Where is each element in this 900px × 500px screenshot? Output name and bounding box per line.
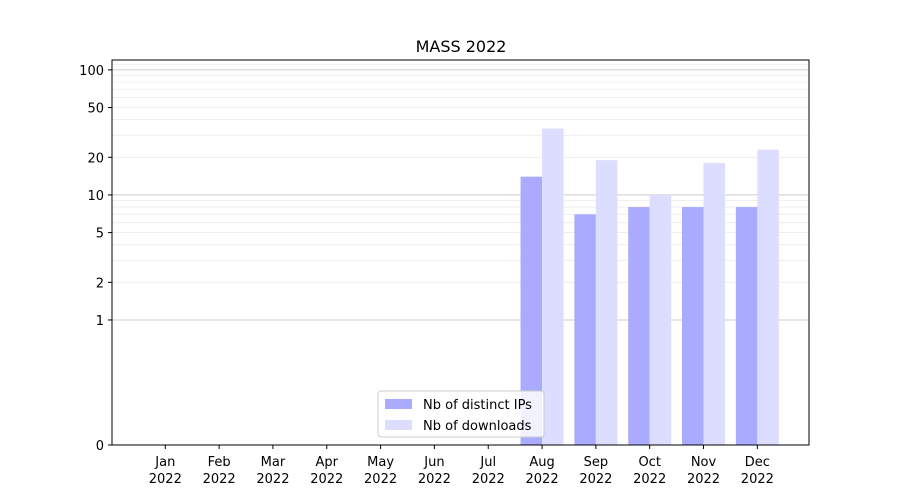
x-tick-label-month: Nov bbox=[691, 455, 717, 470]
chart-title: MASS 2022 bbox=[416, 37, 507, 56]
y-tick-label: 10 bbox=[87, 189, 104, 204]
y-tick-label: 1 bbox=[96, 314, 104, 329]
x-tick-label-year: 2022 bbox=[310, 472, 343, 487]
x-tick-label-month: Oct bbox=[638, 455, 660, 470]
y-tick-label: 100 bbox=[79, 64, 104, 79]
bars-layer bbox=[520, 128, 779, 446]
y-tick-label: 50 bbox=[87, 102, 104, 117]
x-tick-label-month: Jun bbox=[423, 455, 444, 470]
x-axis: Jan 2022 Feb 2022 Mar 2022 Apr 2022 May 2022 Jun 20… bbox=[149, 445, 774, 487]
x-tick-label-year: 2022 bbox=[256, 472, 289, 487]
x-tick-label-year: 2022 bbox=[741, 472, 774, 487]
x-tick-label-month: Dec bbox=[745, 455, 770, 470]
x-tick-label-month: Feb bbox=[208, 455, 231, 470]
grid-layer bbox=[112, 64, 809, 321]
legend: Nb of distinct IPs Nb of downloads bbox=[377, 390, 545, 438]
x-tick-label-year: 2022 bbox=[687, 472, 720, 487]
x-tick-label-year: 2022 bbox=[203, 472, 236, 487]
legend-swatch bbox=[385, 420, 412, 430]
x-tick-label-year: 2022 bbox=[472, 472, 505, 487]
x-tick-label-year: 2022 bbox=[633, 472, 666, 487]
y-axis: 0 1 2 5 10 20 50 100 bbox=[79, 64, 112, 454]
bar-downloads bbox=[757, 149, 779, 446]
y-tick-label: 0 bbox=[96, 439, 104, 454]
x-tick-label-year: 2022 bbox=[364, 472, 397, 487]
x-tick-label-month: Apr bbox=[316, 455, 339, 470]
bar-distinct-ips bbox=[682, 207, 704, 445]
y-tick-label: 2 bbox=[96, 276, 104, 291]
bar-distinct-ips bbox=[520, 176, 543, 445]
x-tick-label-month: Jul bbox=[479, 455, 496, 470]
bar-downloads bbox=[542, 128, 564, 445]
legend-label: Nb of downloads bbox=[423, 419, 532, 434]
plot-frame bbox=[111, 59, 810, 446]
legend-swatch bbox=[385, 399, 412, 409]
x-tick-label-month: May bbox=[367, 455, 394, 470]
bar-distinct-ips bbox=[574, 214, 596, 445]
bar-distinct-ips bbox=[735, 207, 758, 445]
x-tick-label-year: 2022 bbox=[526, 472, 559, 487]
x-tick-label-year: 2022 bbox=[149, 472, 182, 487]
bar-distinct-ips bbox=[628, 207, 650, 445]
x-tick-label-month: Mar bbox=[261, 455, 286, 470]
bar-downloads bbox=[649, 194, 672, 445]
y-tick-label: 5 bbox=[96, 227, 104, 242]
x-tick-label-year: 2022 bbox=[418, 472, 451, 487]
bar-downloads bbox=[703, 163, 726, 445]
x-tick-label-month: Sep bbox=[584, 455, 609, 470]
bar-downloads bbox=[595, 160, 618, 445]
x-tick-label-month: Aug bbox=[529, 455, 554, 470]
x-tick-label-year: 2022 bbox=[579, 472, 612, 487]
y-tick-label: 20 bbox=[87, 151, 104, 166]
legend-label: Nb of distinct IPs bbox=[423, 398, 532, 413]
x-tick-label-month: Jan bbox=[154, 455, 175, 470]
legend-box bbox=[377, 390, 545, 438]
